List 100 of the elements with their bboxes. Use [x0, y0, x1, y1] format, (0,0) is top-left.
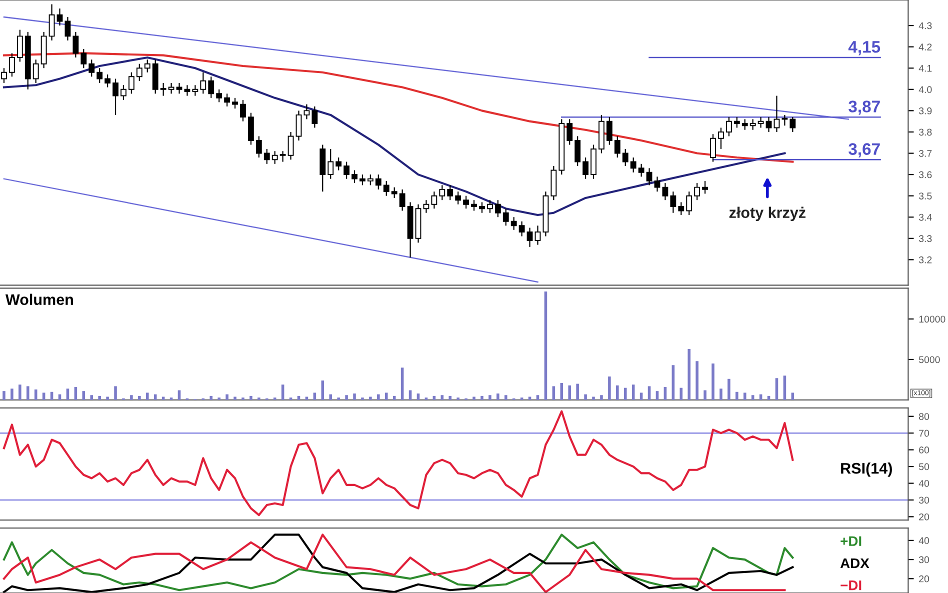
y-tick-label: 3.3	[918, 235, 932, 242]
candlestick	[216, 88, 222, 103]
candlestick	[774, 95, 780, 133]
candlestick	[88, 59, 95, 78]
candlestick	[312, 106, 318, 128]
bar	[600, 395, 603, 400]
candlestick	[670, 191, 676, 214]
candlestick	[471, 200, 477, 212]
candlestick	[304, 104, 310, 120]
bar	[536, 395, 540, 400]
y-tick-label: 20	[919, 513, 930, 520]
bar	[369, 396, 372, 400]
candlestick	[80, 48, 87, 69]
bar	[656, 391, 659, 400]
bar	[616, 385, 619, 400]
bar	[305, 396, 308, 400]
candlestick	[518, 220, 525, 237]
candlestick	[144, 59, 150, 73]
bar	[640, 392, 643, 400]
bar	[42, 392, 46, 400]
candlestick	[750, 118, 756, 130]
bar	[321, 380, 324, 400]
candlestick	[654, 176, 660, 192]
y-tick-label: 4.3	[918, 22, 932, 30]
candlestick	[344, 161, 350, 180]
bar	[90, 395, 94, 400]
candlestick	[280, 150, 286, 162]
candlestick	[431, 191, 438, 210]
bar	[560, 382, 564, 400]
candlestick	[718, 127, 724, 150]
bar	[783, 376, 786, 400]
candlestick	[399, 188, 406, 212]
bar	[353, 394, 356, 400]
candlestick	[486, 200, 493, 214]
bar	[664, 387, 667, 400]
y-tick-label: 50	[918, 463, 930, 470]
candlestick	[184, 84, 190, 96]
bar	[672, 365, 675, 400]
bar	[704, 390, 706, 400]
text: ADX	[840, 558, 870, 568]
bar	[377, 394, 380, 400]
bar	[400, 368, 404, 400]
bar	[568, 385, 571, 400]
bar	[728, 378, 730, 400]
y-tick-label: 5000	[918, 356, 940, 364]
y-tick-label: 3.2	[918, 256, 932, 264]
annotation: RSI(14)	[841, 462, 892, 477]
y-tick-label: 3.7	[918, 150, 932, 157]
candlestick	[638, 163, 644, 178]
y-tick-label: 3.9	[918, 107, 932, 114]
candlestick	[375, 174, 382, 190]
candlestick	[48, 4, 55, 41]
y-tick-label: 80	[919, 413, 930, 420]
bar	[608, 376, 611, 400]
annotation: 3,87	[848, 100, 880, 115]
bar	[592, 396, 595, 400]
bar	[576, 384, 579, 400]
candlestick	[447, 184, 454, 201]
y-tick-label: 3.5	[918, 192, 932, 200]
candlestick	[264, 148, 270, 164]
y-tick-label: 10000	[919, 316, 946, 323]
y-tick-label: 3.8	[918, 128, 932, 136]
bar	[743, 392, 746, 400]
candlestick	[56, 8, 63, 26]
candlestick	[352, 170, 358, 184]
bar	[544, 291, 548, 400]
candlestick	[8, 52, 15, 78]
candlestick	[742, 118, 748, 130]
annotation: 4,15	[848, 41, 880, 56]
bar	[440, 395, 444, 400]
candlestick	[510, 216, 517, 230]
line-series	[2, 410, 794, 516]
candlestick	[383, 180, 390, 196]
candlestick	[534, 225, 541, 246]
candlestick	[694, 182, 700, 201]
candlestick	[160, 82, 166, 96]
y-tick-label: 4.0	[918, 86, 932, 94]
candlestick	[439, 184, 446, 201]
candlestick	[208, 76, 214, 98]
bar	[688, 348, 690, 400]
bar	[480, 396, 484, 400]
bar	[751, 395, 754, 400]
candlestick	[630, 156, 636, 173]
annotation: złoty krzyż	[729, 206, 806, 222]
bar	[210, 396, 213, 400]
candlestick	[423, 200, 430, 214]
candlestick	[32, 59, 39, 84]
candlestick	[112, 78, 118, 116]
bar	[2, 391, 6, 400]
bar	[329, 394, 332, 400]
candlestick	[176, 82, 182, 94]
bar	[226, 394, 228, 400]
bar	[162, 396, 165, 400]
y-tick-label: 40	[918, 480, 930, 487]
bar	[250, 396, 252, 400]
y-tick-label: 30	[918, 556, 930, 564]
bar	[106, 396, 109, 400]
y-tick-label: 70	[919, 430, 930, 437]
candlestick	[128, 72, 134, 94]
candlestick	[455, 191, 462, 205]
